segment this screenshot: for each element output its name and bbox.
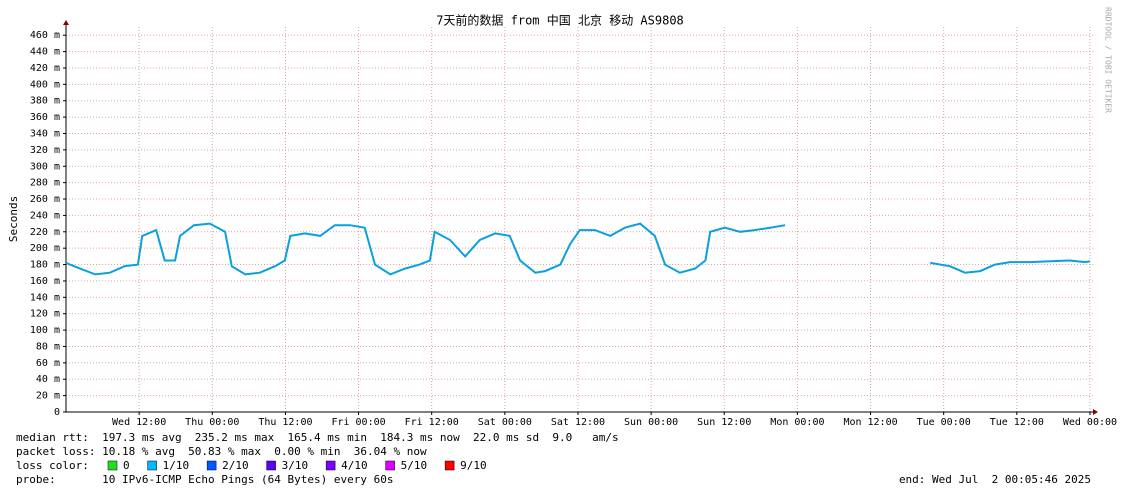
y-tick-label: 80 m [36, 341, 60, 352]
legend-label: 9/10 [460, 459, 487, 472]
x-tick-label: Wed 12:00 [112, 417, 166, 428]
legend-swatch [147, 460, 157, 471]
x-tick-label: Tue 12:00 [990, 417, 1044, 428]
x-tick-label: Fri 00:00 [331, 417, 385, 428]
x-tick-label: Mon 00:00 [770, 417, 824, 428]
x-tick-label: Thu 00:00 [185, 417, 239, 428]
stats-line: median rtt: 197.3 ms avg 235.2 ms max 16… [16, 431, 619, 444]
legend-swatch [206, 460, 217, 471]
x-tick-label: Sun 12:00 [697, 417, 751, 428]
y-tick-label: 0 [54, 407, 60, 418]
y-tick-label: 40 m [36, 374, 60, 385]
probe: probe: 10 IPv6-ICMP Echo Pings (64 Bytes… [16, 473, 394, 486]
legend-label: 5/10 [401, 459, 428, 472]
y-tick-label: 100 m [30, 325, 60, 336]
end-time: end: Wed Jul 2 00:05:46 2025 [899, 473, 1091, 486]
y-tick-label: 460 m [30, 30, 60, 41]
legend-label: 3/10 [282, 459, 309, 472]
legend-label: 2/10 [222, 459, 249, 472]
y-tick-label: 160 m [30, 276, 60, 287]
x-arrow [1093, 409, 1098, 415]
x-tick-label: Thu 12:00 [258, 417, 312, 428]
legend-swatch [266, 460, 276, 471]
y-axis-label: Seconds [7, 196, 20, 242]
x-tick-label: Fri 12:00 [405, 417, 459, 428]
x-tick-label: Wed 00:00 [1063, 417, 1117, 428]
y-tick-label: 200 m [30, 243, 60, 254]
y-tick-label: 420 m [30, 63, 60, 74]
y-tick-label: 380 m [30, 96, 60, 107]
x-tick-label: Sun 00:00 [624, 417, 678, 428]
y-tick-label: 360 m [30, 112, 60, 123]
y-tick-label: 320 m [30, 145, 60, 156]
y-tick-label: 400 m [30, 79, 60, 90]
x-tick-label: Mon 12:00 [843, 417, 897, 428]
y-tick-label: 140 m [30, 292, 60, 303]
legend-label: 1/10 [163, 459, 190, 472]
y-tick-label: 60 m [36, 358, 60, 369]
legend-label: 4/10 [341, 459, 368, 472]
x-tick-label: Sat 00:00 [478, 417, 532, 428]
legend-swatch [325, 460, 336, 471]
x-tick-label: Tue 00:00 [917, 417, 971, 428]
stats-line: packet loss: 10.18 % avg 50.83 % max 0.0… [16, 445, 427, 458]
y-tick-label: 180 m [30, 260, 60, 271]
median-line [65, 222, 1091, 276]
y-tick-label: 300 m [30, 161, 60, 172]
legend-label: 0 [123, 459, 130, 472]
y-tick-label: 120 m [30, 309, 60, 320]
plot-area [66, 27, 1093, 412]
y-tick-label: 440 m [30, 47, 60, 58]
legend-swatch [107, 460, 118, 471]
y-tick-label: 280 m [30, 178, 60, 189]
watermark: RRDTOOL / TOBI OETIKER [1104, 7, 1113, 113]
legend-swatch [444, 460, 455, 471]
loss-label: loss color: [16, 459, 89, 472]
y-tick-label: 260 m [30, 194, 60, 205]
y-tick-label: 240 m [30, 210, 60, 221]
y-tick-label: 20 m [36, 391, 60, 402]
chart-title: 7天前的数据 from 中国 北京 移动 AS9808 [436, 13, 684, 28]
y-tick-label: 340 m [30, 128, 60, 139]
legend-swatch [385, 460, 395, 471]
x-tick-label: Sat 12:00 [551, 417, 605, 428]
y-arrow [63, 20, 69, 25]
y-tick-label: 220 m [30, 227, 60, 238]
